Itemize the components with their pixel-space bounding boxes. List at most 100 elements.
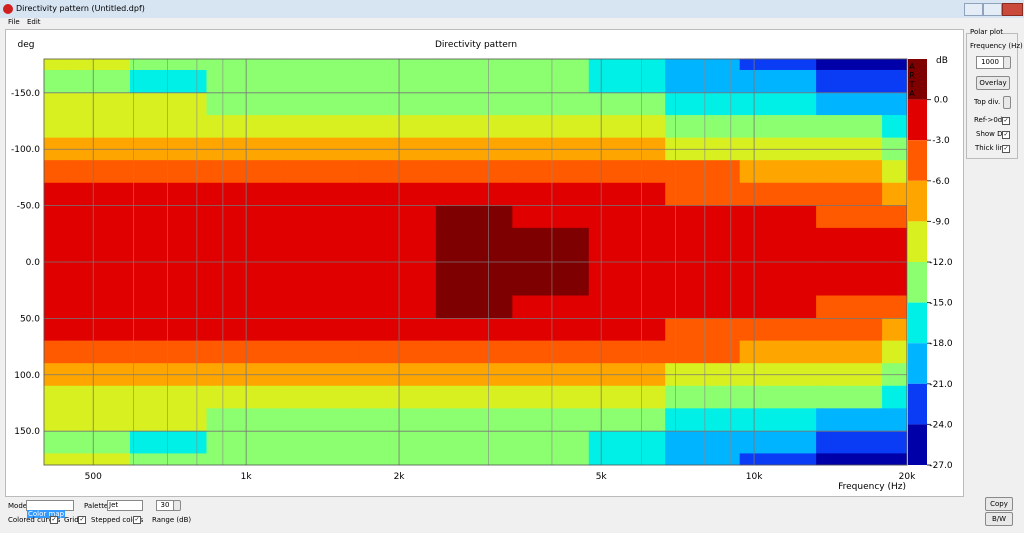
show-di-label: Show DI (976, 130, 1005, 138)
contour-cell (282, 385, 361, 409)
grid-checkbox[interactable]: ✓ (78, 516, 86, 524)
contour-cell (68, 182, 131, 206)
mode-label: Mode (8, 502, 28, 510)
contour-cell (665, 92, 741, 116)
contour-cell (359, 92, 437, 116)
colorbar-tick-label: -6.0 (932, 177, 950, 187)
contour-cell (512, 160, 590, 184)
contour-cell (68, 58, 131, 71)
colorbar-band (908, 424, 927, 465)
contour-cell (43, 318, 69, 342)
x-tick-label: 5k (596, 472, 608, 482)
contour-cell (739, 408, 817, 432)
contour-cell (816, 205, 883, 229)
contour-cell (206, 205, 284, 229)
contour-cell (588, 295, 666, 319)
contour-cell (816, 272, 883, 297)
contour-cell (512, 115, 590, 139)
contour-cell (435, 115, 513, 139)
contour-cell (512, 272, 590, 297)
contour-cell (435, 318, 513, 342)
ref-label: Ref->0dB (974, 116, 1008, 124)
contour-cell (435, 408, 513, 432)
colorbar-tick-label: -15.0 (929, 299, 953, 309)
contour-cell (206, 340, 284, 364)
contour-cell (68, 160, 131, 184)
palette-select[interactable]: Jet (107, 500, 143, 511)
top-div-spinner[interactable] (1003, 96, 1011, 109)
frequency-spinner[interactable] (1003, 56, 1011, 69)
contour-cell (665, 182, 741, 206)
copy-button[interactable]: Copy (985, 497, 1013, 511)
colorbar-band (908, 343, 927, 384)
close-button[interactable] (1002, 3, 1023, 16)
colorbar-band (908, 262, 927, 303)
x-tick-label: 2k (394, 472, 406, 482)
contour-cell (588, 69, 666, 94)
contour-cell (206, 92, 284, 116)
menu-item[interactable]: File (8, 18, 20, 26)
thick-line-checkbox[interactable]: ✓ (1002, 145, 1010, 153)
contour-cell (816, 295, 883, 319)
contour-cell (588, 408, 666, 432)
palette-label: Palette (84, 502, 109, 510)
contour-cell (282, 115, 361, 139)
contour-cell (816, 92, 883, 116)
overlay-button[interactable]: Overlay (976, 76, 1010, 90)
show-di-checkbox[interactable]: ✓ (1002, 131, 1010, 139)
minimize-button[interactable] (964, 3, 983, 16)
contour-cell (665, 69, 741, 94)
contour-cell (882, 160, 908, 184)
bw-button[interactable]: B/W (985, 512, 1013, 526)
contour-cell (282, 295, 361, 319)
contour-cell (43, 205, 69, 229)
contour-cell (665, 318, 741, 342)
contour-cell (359, 430, 437, 455)
contour-cell (282, 160, 361, 184)
contour-cell (43, 408, 69, 432)
colorbar-band (908, 221, 927, 262)
contour-cell (130, 160, 208, 184)
contour-cell (130, 69, 208, 94)
colorbar-band (908, 180, 927, 222)
y-tick-label: 50.0 (20, 314, 40, 324)
colorbar-tick-label: -24.0 (929, 420, 953, 430)
menu-item[interactable]: Edit (27, 18, 41, 26)
contour-cell (588, 453, 666, 466)
contour-cell (588, 92, 666, 116)
contour-cell (739, 295, 817, 319)
ref-checkbox[interactable]: ✓ (1002, 117, 1010, 125)
contour-cell (43, 58, 69, 71)
contour-cell (882, 340, 908, 364)
contour-cell (282, 227, 361, 252)
y-tick-label: 150.0 (14, 427, 40, 437)
contour-cell (512, 318, 590, 342)
mode-select[interactable]: Color map (26, 500, 74, 518)
contour-cell (816, 318, 883, 342)
range-input[interactable]: 30 (156, 500, 174, 511)
frequency-input[interactable]: 1000 (976, 56, 1004, 69)
colorbar-tick-label: 0.0 (934, 96, 949, 106)
contour-cell (739, 340, 817, 364)
contour-cell (130, 318, 208, 342)
contour-cell (68, 205, 131, 229)
stepped-colors-checkbox[interactable]: ✓ (133, 516, 141, 524)
maximize-button[interactable] (983, 3, 1002, 16)
contour-cell (816, 182, 883, 206)
contour-cell (43, 182, 69, 206)
contour-cell (68, 92, 131, 116)
contour-cell (282, 92, 361, 116)
x-axis-label: Frequency (Hz) (838, 482, 906, 492)
contour-cell (435, 69, 513, 94)
contour-cell (130, 205, 208, 229)
contour-cell (816, 408, 883, 432)
contour-cell (882, 295, 908, 319)
contour-cell (130, 295, 208, 319)
contour-cell (130, 430, 208, 455)
contour-cell (665, 160, 741, 184)
contour-cell (206, 182, 284, 206)
contour-cell (206, 272, 284, 297)
colored-curves-checkbox[interactable]: ✓ (50, 516, 58, 524)
range-spinner[interactable] (173, 500, 181, 511)
